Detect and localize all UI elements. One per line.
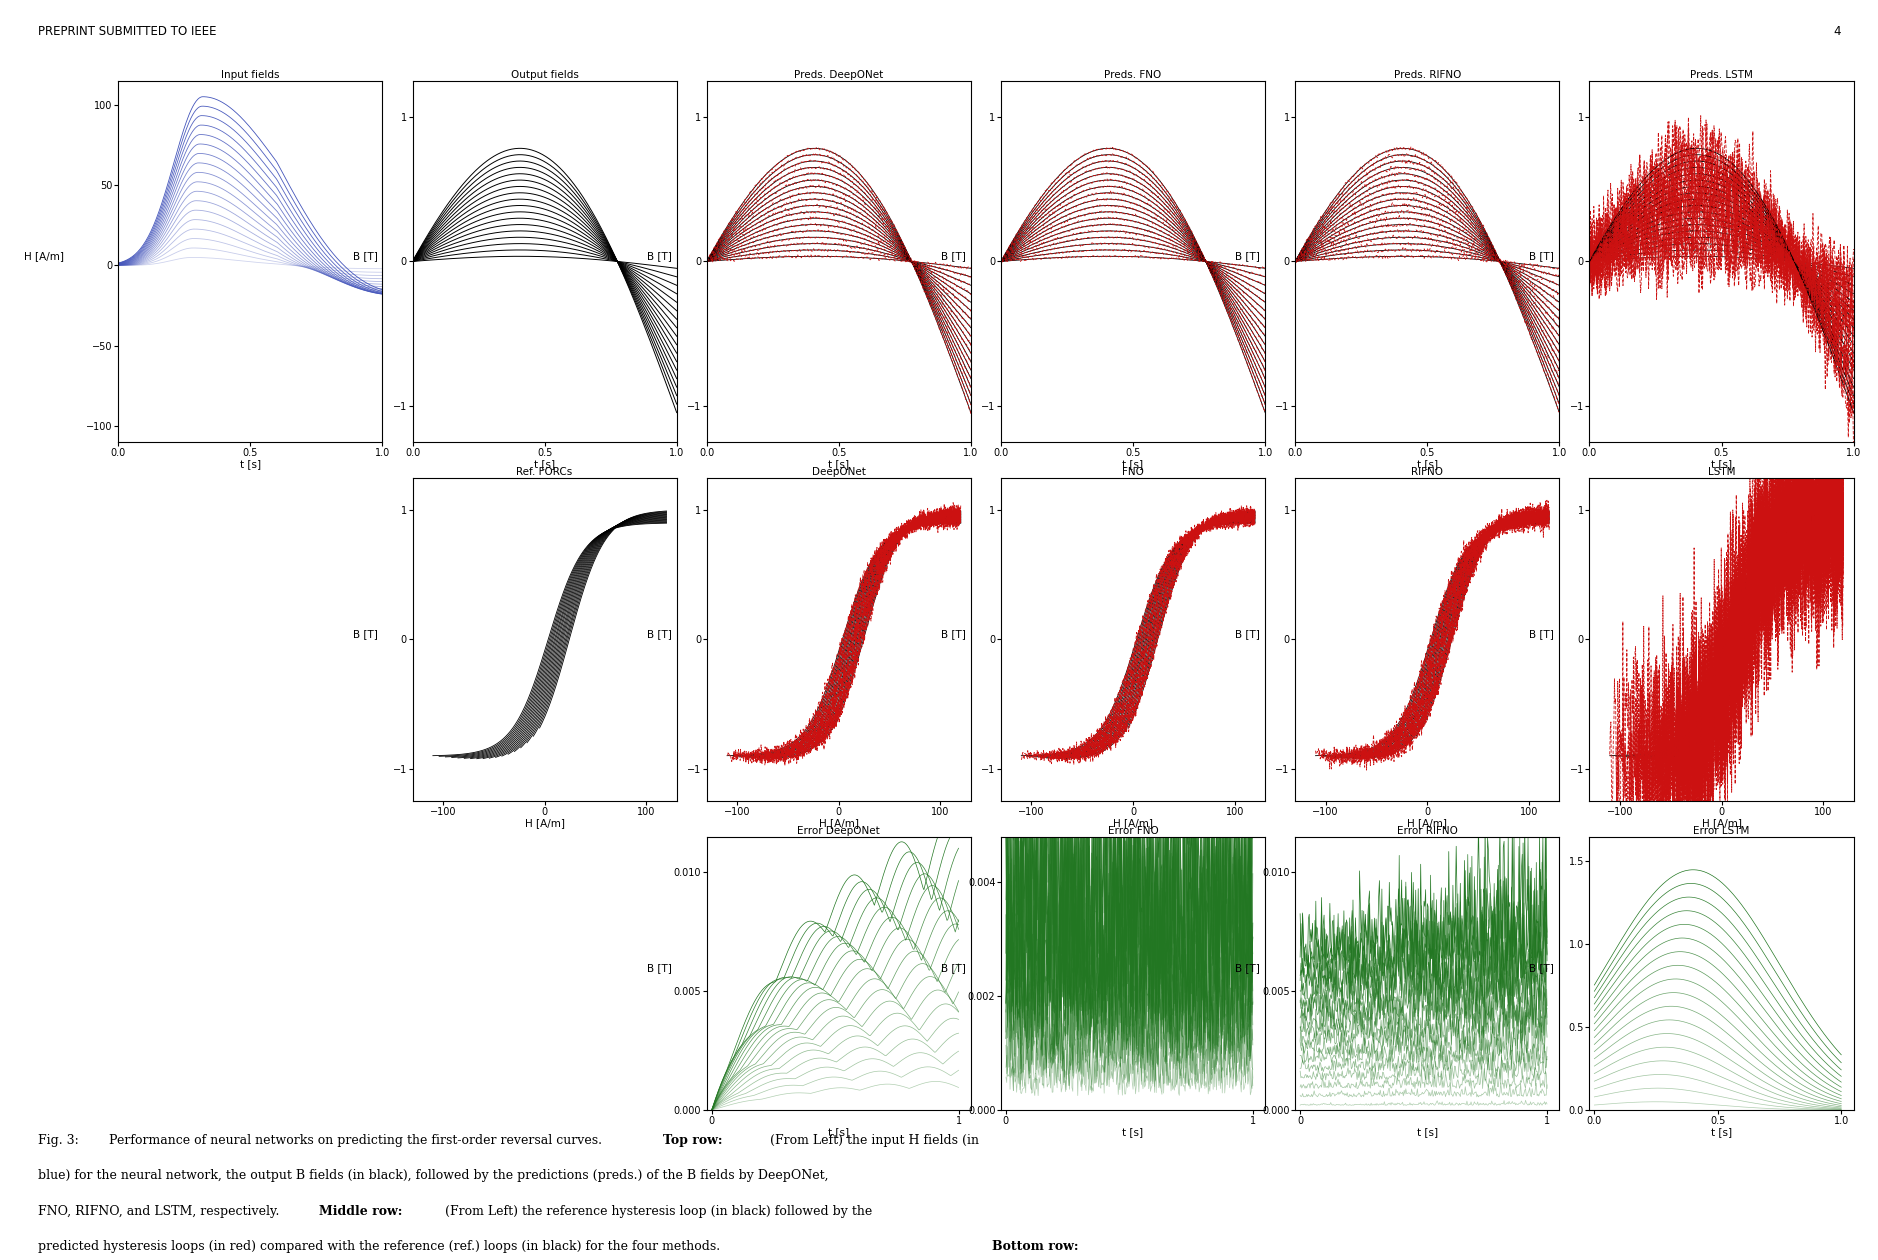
Text: (From Left) the input H fields (in: (From Left) the input H fields (in bbox=[766, 1134, 978, 1147]
X-axis label: t [s]: t [s] bbox=[1416, 1126, 1439, 1137]
Text: blue) for the neural network, the output B fields (in black), followed by the pr: blue) for the neural network, the output… bbox=[38, 1169, 828, 1182]
Title: Error LSTM: Error LSTM bbox=[1694, 825, 1750, 835]
Text: PREPRINT SUBMITTED TO IEEE: PREPRINT SUBMITTED TO IEEE bbox=[38, 25, 216, 38]
Y-axis label: B [T]: B [T] bbox=[646, 964, 672, 973]
Text: 4: 4 bbox=[1833, 25, 1840, 38]
X-axis label: t [s]: t [s] bbox=[828, 1126, 849, 1137]
Text: Fig. 3:: Fig. 3: bbox=[38, 1134, 83, 1147]
Text: (From Left) the reference hysteresis loop (in black) followed by the: (From Left) the reference hysteresis loo… bbox=[441, 1205, 873, 1217]
Title: RIFNO: RIFNO bbox=[1410, 466, 1444, 476]
Y-axis label: B [T]: B [T] bbox=[1529, 964, 1555, 973]
Title: Error FNO: Error FNO bbox=[1108, 825, 1159, 835]
Text: FNO, RIFNO, and LSTM, respectively.: FNO, RIFNO, and LSTM, respectively. bbox=[38, 1205, 284, 1217]
Text: Top row:: Top row: bbox=[663, 1134, 723, 1147]
Title: Preds. FNO: Preds. FNO bbox=[1104, 69, 1162, 79]
X-axis label: t [s]: t [s] bbox=[828, 459, 849, 469]
Title: Ref. FORCs: Ref. FORCs bbox=[516, 466, 573, 476]
Y-axis label: B [T]: B [T] bbox=[941, 630, 965, 640]
Text: Bottom row:: Bottom row: bbox=[992, 1240, 1078, 1252]
Title: LSTM: LSTM bbox=[1707, 466, 1735, 476]
X-axis label: H [A/m]: H [A/m] bbox=[1701, 818, 1741, 828]
Y-axis label: B [T]: B [T] bbox=[941, 252, 965, 262]
Y-axis label: B [T]: B [T] bbox=[1529, 252, 1555, 262]
Y-axis label: B [T]: B [T] bbox=[941, 964, 965, 973]
Title: DeepONet: DeepONet bbox=[811, 466, 866, 476]
Title: Preds. LSTM: Preds. LSTM bbox=[1690, 69, 1752, 79]
Title: Output fields: Output fields bbox=[511, 69, 578, 79]
Title: FNO: FNO bbox=[1123, 466, 1144, 476]
Y-axis label: B [T]: B [T] bbox=[646, 252, 672, 262]
X-axis label: t [s]: t [s] bbox=[1416, 459, 1439, 469]
X-axis label: H [A/m]: H [A/m] bbox=[819, 818, 858, 828]
Title: Preds. DeepONet: Preds. DeepONet bbox=[794, 69, 883, 79]
Y-axis label: B [T]: B [T] bbox=[1529, 630, 1555, 640]
Y-axis label: H [A/m]: H [A/m] bbox=[24, 252, 64, 262]
X-axis label: t [s]: t [s] bbox=[1123, 459, 1144, 469]
Y-axis label: B [T]: B [T] bbox=[353, 252, 377, 262]
Text: predicted hysteresis loops (in red) compared with the reference (ref.) loops (in: predicted hysteresis loops (in red) comp… bbox=[38, 1240, 723, 1252]
X-axis label: H [A/m]: H [A/m] bbox=[524, 818, 565, 828]
X-axis label: H [A/m]: H [A/m] bbox=[1114, 818, 1153, 828]
Y-axis label: B [T]: B [T] bbox=[646, 630, 672, 640]
Y-axis label: B [T]: B [T] bbox=[1236, 964, 1260, 973]
X-axis label: t [s]: t [s] bbox=[1123, 1126, 1144, 1137]
X-axis label: t [s]: t [s] bbox=[240, 459, 261, 469]
Text: Performance of neural networks on predicting the first-order reversal curves.: Performance of neural networks on predic… bbox=[109, 1134, 607, 1147]
Title: Input fields: Input fields bbox=[222, 69, 280, 79]
X-axis label: H [A/m]: H [A/m] bbox=[1407, 818, 1448, 828]
Y-axis label: B [T]: B [T] bbox=[1236, 252, 1260, 262]
Y-axis label: B [T]: B [T] bbox=[353, 630, 377, 640]
X-axis label: t [s]: t [s] bbox=[1711, 1126, 1732, 1137]
Title: Error RIFNO: Error RIFNO bbox=[1397, 825, 1457, 835]
Title: Preds. RIFNO: Preds. RIFNO bbox=[1393, 69, 1461, 79]
Title: Error DeepONet: Error DeepONet bbox=[798, 825, 881, 835]
Text: Middle row:: Middle row: bbox=[319, 1205, 402, 1217]
Y-axis label: B [T]: B [T] bbox=[1236, 630, 1260, 640]
X-axis label: t [s]: t [s] bbox=[1711, 459, 1732, 469]
X-axis label: t [s]: t [s] bbox=[533, 459, 556, 469]
